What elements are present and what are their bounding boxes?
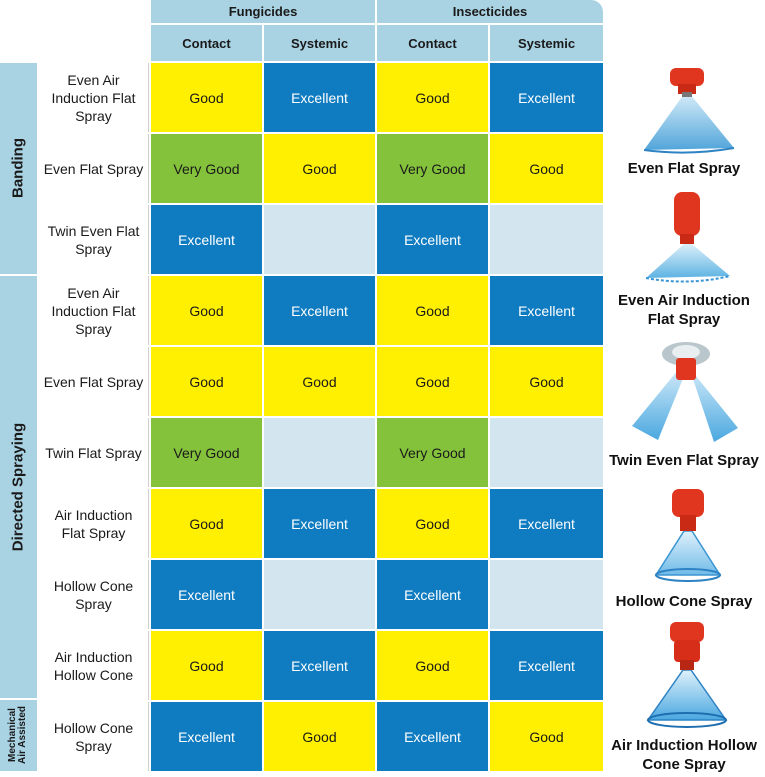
rating-cell: Excellent	[490, 276, 603, 345]
empty-rating-cell	[490, 560, 603, 629]
rating-cell: Good	[264, 347, 375, 416]
row-label: Air Induction Flat Spray	[39, 489, 149, 558]
row-label: Hollow Cone Spray	[39, 560, 149, 629]
empty-rating-cell	[264, 418, 375, 487]
rating-cell: Good	[490, 347, 603, 416]
rating-cell: Very Good	[377, 134, 488, 203]
row-label: Even Air Induction Flat Spray	[39, 63, 149, 132]
rating-cell: Good	[151, 489, 262, 558]
insecticides-systemic-header: Systemic	[490, 25, 603, 61]
rating-cell: Good	[377, 631, 488, 700]
row-label: Even Flat Spray	[39, 347, 149, 416]
rating-cell: Excellent	[490, 63, 603, 132]
banding-label: Banding	[9, 138, 27, 198]
rating-cell: Very Good	[151, 418, 262, 487]
rating-cell: Excellent	[377, 560, 488, 629]
row-label: Hollow Cone Spray	[39, 702, 149, 771]
hollow-cone-nozzle-label: Hollow Cone Spray	[615, 593, 753, 610]
fungicides-contact-header: Contact	[151, 25, 262, 61]
rating-cell: Very Good	[377, 418, 488, 487]
rating-cell: Excellent	[377, 702, 488, 771]
even-air-induction-nozzle-icon	[645, 192, 731, 283]
rating-cell: Excellent	[490, 631, 603, 700]
rating-cell: Excellent	[264, 276, 375, 345]
twin-even-flat-spray-nozzle-label: Twin Even Flat Spray	[609, 452, 759, 469]
air-assisted-text: Air Assisted	[17, 706, 28, 764]
rating-cell: Excellent	[377, 205, 488, 274]
row-label: Twin Flat Spray	[39, 418, 149, 487]
even-flat-spray-nozzle-label: Even Flat Spray	[627, 160, 741, 177]
rating-cell: Excellent	[490, 489, 603, 558]
rating-cell: Excellent	[264, 63, 375, 132]
row-label: Air Induction Hollow Cone	[39, 631, 149, 700]
hollow-cone-nozzle-icon	[654, 489, 722, 582]
directed-spraying-label: Directed Spraying	[9, 422, 27, 552]
rating-cell: Excellent	[151, 205, 262, 274]
air-induction-hollow-cone-nozzle-icon	[646, 622, 728, 728]
row-label: Even Flat Spray	[39, 134, 149, 203]
fungicides-header: Fungicides	[151, 0, 375, 23]
empty-rating-cell	[490, 205, 603, 274]
rating-cell: Good	[264, 134, 375, 203]
directed-spraying-group	[0, 276, 37, 698]
empty-rating-cell	[264, 205, 375, 274]
rating-cell: Good	[377, 347, 488, 416]
twin-even-flat-spray-nozzle-icon	[632, 342, 738, 442]
empty-rating-cell	[490, 418, 603, 487]
row-label: Twin Even Flat Spray	[39, 205, 149, 274]
mechanical-air-assisted-group	[0, 700, 37, 771]
mechanical-air-assisted-label: Mechanical Air Assisted	[7, 706, 28, 764]
row-label: Even Air Induction Flat Spray	[39, 276, 149, 345]
fungicides-systemic-header: Systemic	[264, 25, 375, 61]
air-induction-hollow-cone-nozzle-label: Air Induction Hollow Cone Spray	[611, 737, 757, 773]
rating-cell: Excellent	[264, 489, 375, 558]
rating-cell: Excellent	[151, 702, 262, 771]
rating-cell: Good	[377, 276, 488, 345]
rating-cell: Good	[151, 63, 262, 132]
even-flat-spray-nozzle-icon	[643, 68, 735, 154]
banding-group	[0, 63, 37, 274]
rating-cell: Good	[264, 702, 375, 771]
rating-cell: Good	[377, 63, 488, 132]
rating-cell: Good	[377, 489, 488, 558]
empty-rating-cell	[264, 560, 375, 629]
rating-cell: Good	[490, 134, 603, 203]
rating-cell: Good	[151, 631, 262, 700]
rating-cell: Good	[151, 347, 262, 416]
rating-cell: Good	[151, 276, 262, 345]
even-air-induction-nozzle-label: Even Air Induction Flat Spray	[618, 292, 750, 328]
rating-cell: Excellent	[151, 560, 262, 629]
rating-cell: Good	[490, 702, 603, 771]
insecticides-contact-header: Contact	[377, 25, 488, 61]
rating-cell: Excellent	[264, 631, 375, 700]
insecticides-header: Insecticides	[377, 0, 603, 23]
rating-cell: Very Good	[151, 134, 262, 203]
